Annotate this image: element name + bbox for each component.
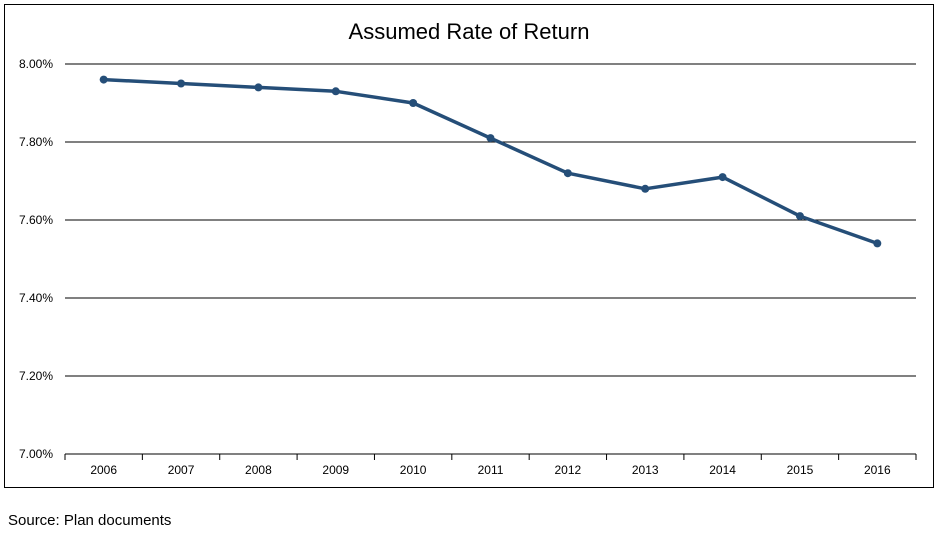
y-tick-label: 8.00% — [19, 57, 53, 71]
data-point — [718, 173, 727, 182]
data-point — [331, 87, 340, 96]
data-point — [795, 212, 804, 221]
y-tick-label: 7.80% — [19, 135, 53, 149]
x-tick-label: 2010 — [400, 463, 427, 477]
x-tick-label: 2009 — [322, 463, 349, 477]
x-tick-label: 2011 — [478, 463, 504, 477]
data-point — [177, 79, 186, 88]
data-point — [563, 169, 572, 178]
data-point — [873, 239, 882, 248]
source-note: Source: Plan documents — [8, 512, 172, 529]
series-line — [101, 77, 880, 246]
x-tick-label: 2006 — [90, 463, 117, 477]
line-chart: Assumed Rate of Return 7.00% 7.20% 7.40% 7.… — [19, 19, 917, 477]
x-tick-label: 2016 — [864, 463, 891, 477]
data-point — [409, 99, 418, 107]
x-tick-label: 2015 — [787, 463, 814, 477]
chart-frame: Assumed Rate of Return 7.00% 7.20% 7.40% 7.… — [4, 4, 934, 488]
y-tick-label: 7.20% — [19, 369, 53, 383]
data-point — [486, 134, 495, 143]
x-tick-label: 2014 — [709, 463, 736, 477]
data-point — [641, 184, 650, 193]
x-tick-label: 2013 — [632, 463, 659, 477]
x-tick-label: 2012 — [555, 463, 582, 477]
x-tick-label: 2007 — [168, 463, 195, 477]
y-tick-label: 7.00% — [19, 447, 53, 461]
data-point — [254, 83, 263, 92]
chart-title: Assumed Rate of Return — [349, 19, 590, 44]
data-point — [99, 75, 108, 84]
x-tick-label: 2008 — [245, 463, 272, 477]
y-tick-label: 7.40% — [19, 291, 53, 305]
y-tick-label: 7.60% — [19, 213, 53, 227]
